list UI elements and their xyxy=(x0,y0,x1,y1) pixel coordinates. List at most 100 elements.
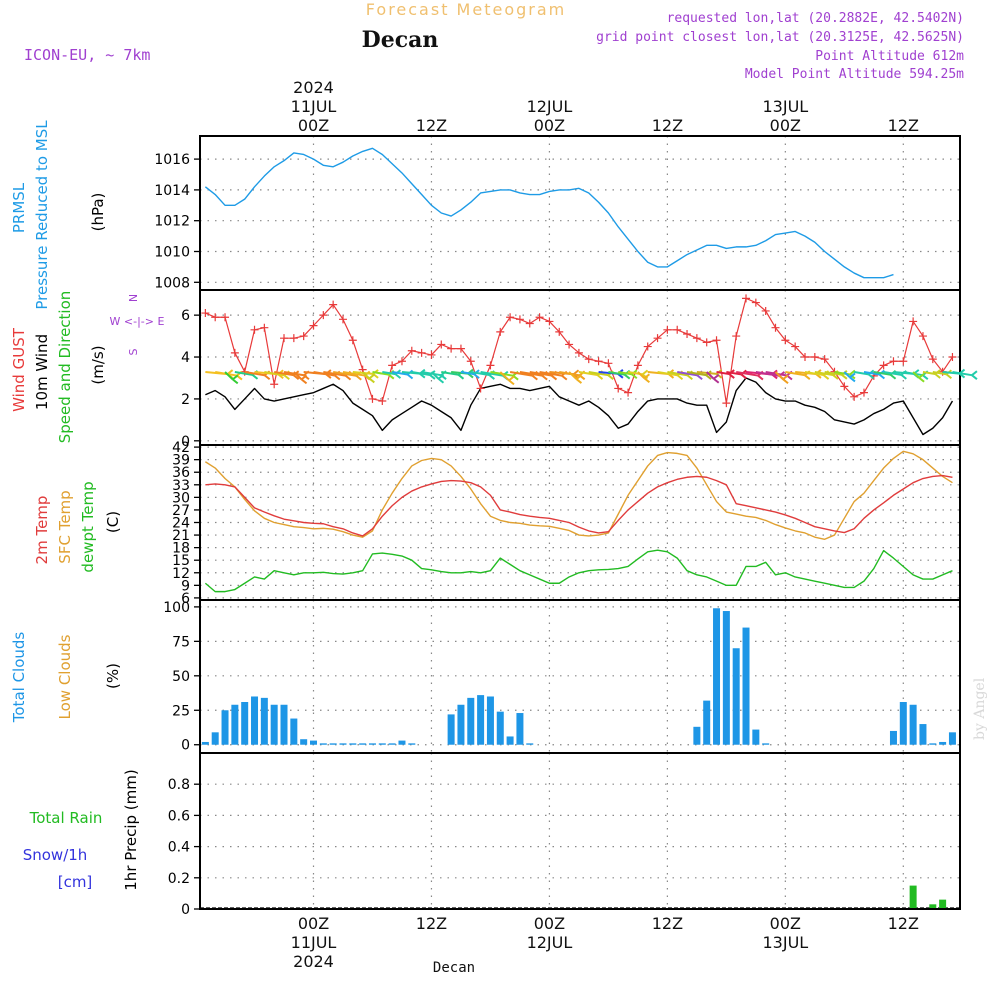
gust-marker xyxy=(260,323,269,332)
cloud-bars xyxy=(201,608,956,745)
gust-marker xyxy=(683,329,692,338)
gust-marker xyxy=(201,309,210,318)
y-tick-label: 0 xyxy=(181,738,190,754)
y-tick-label: 30 xyxy=(172,490,190,506)
wind-arrow-shaft xyxy=(313,371,335,377)
gust-marker xyxy=(643,342,652,351)
sfc-temp-line xyxy=(204,450,953,540)
wind-arrow-shaft xyxy=(922,371,936,375)
y-tick-label: 6 xyxy=(181,591,190,607)
wind-arrow-shaft xyxy=(843,371,851,379)
rain-bar xyxy=(929,904,937,908)
gust-marker xyxy=(506,313,515,322)
gust-marker xyxy=(515,315,524,324)
y-tick-label: 18 xyxy=(172,541,190,557)
time-label-bottom: 00Z xyxy=(298,914,329,933)
cloud-bar xyxy=(889,730,897,745)
cloud-bar xyxy=(762,743,770,745)
gust-marker xyxy=(594,357,603,366)
time-label-top: 11JUL xyxy=(291,97,337,116)
wind-arrow-shaft xyxy=(814,371,834,376)
pressure-unit: (hPa) xyxy=(89,193,107,232)
wind-arrow-shaft xyxy=(430,371,440,380)
gust-marker xyxy=(407,346,416,355)
cloud-bar xyxy=(310,740,317,745)
cloud-bar xyxy=(251,696,259,745)
gust-marker xyxy=(574,348,583,357)
time-label-bottom: 00Z xyxy=(770,914,801,933)
wind-arrow-shaft xyxy=(274,371,294,377)
rain-label: Total Rain xyxy=(29,809,103,827)
cloud-bar xyxy=(290,718,298,745)
time-label-bottom: 00Z xyxy=(534,914,565,933)
gust-marker xyxy=(722,399,731,408)
wind-arrow-shaft xyxy=(873,371,891,376)
wind-arrow-head xyxy=(232,374,239,385)
gust-marker xyxy=(368,394,377,403)
y-tick-label: 1008 xyxy=(154,275,190,291)
wind-arrow-shaft xyxy=(480,371,503,377)
compass-south: S xyxy=(127,348,140,355)
y-tick-label: 2 xyxy=(181,392,190,408)
wind-arrow-head xyxy=(971,370,978,380)
wind-arrow-shaft xyxy=(382,371,396,376)
cloud-bar xyxy=(506,736,514,745)
gust-marker xyxy=(761,306,770,315)
gust-marker xyxy=(801,353,809,362)
gust-marker xyxy=(486,361,495,370)
y-tick-label: 0 xyxy=(181,434,190,450)
cloud-bar xyxy=(329,743,337,745)
temp-unit: (C) xyxy=(104,511,122,533)
wind-arrow xyxy=(843,371,856,383)
wind-arrow-shaft xyxy=(460,371,475,376)
panel-precip: 0 0.2 0.4 0.6 0.8 xyxy=(168,752,961,918)
gridpoint-coords: grid point closest lon,lat (20.3125E, 42… xyxy=(596,30,964,45)
wind-arrow xyxy=(430,371,445,384)
wind-arrow-shaft xyxy=(509,371,533,377)
cloud-bar xyxy=(398,740,406,745)
cloud-bar xyxy=(526,743,534,745)
gust-marker xyxy=(466,357,475,366)
wind-arrow xyxy=(912,371,925,383)
cloud-bar xyxy=(300,739,308,745)
wind-arrow-shaft xyxy=(932,371,947,376)
cloud-bar xyxy=(939,741,947,745)
wind-arrow-shaft xyxy=(244,371,265,377)
temp-sfc-label: SFC Temp xyxy=(56,490,74,563)
wind-arrow-shaft xyxy=(677,371,698,377)
cloud-bar xyxy=(516,713,524,745)
gust-marker xyxy=(781,336,790,345)
location-title: Decan xyxy=(362,27,439,53)
wind-arrow xyxy=(706,371,720,384)
gust-marker xyxy=(899,357,908,366)
wind-arrow-shaft xyxy=(293,371,303,381)
cloud-bar xyxy=(368,743,376,745)
y-tick-label: 36 xyxy=(172,465,190,481)
model-altitude: Model Point Altitude 594.25m xyxy=(745,67,964,82)
wind-arrow xyxy=(774,371,789,385)
y-tick-label: 12 xyxy=(172,566,190,582)
time-label-bottom: 2024 xyxy=(293,952,334,971)
wind-arrow-shaft xyxy=(804,371,824,377)
y-tick-label: 9 xyxy=(181,578,190,594)
gust-marker xyxy=(270,380,279,389)
gust-marker xyxy=(250,325,259,334)
wind-arrow xyxy=(952,370,978,380)
wind-arrow-shaft xyxy=(863,371,880,376)
cloud-bar xyxy=(221,710,229,745)
cloud-bar xyxy=(231,704,239,745)
wind-arrow-shaft xyxy=(264,371,285,377)
cloud-bar xyxy=(408,743,416,745)
gust-marker xyxy=(319,311,328,320)
wind-arrow-shaft xyxy=(411,371,431,376)
t2m-line xyxy=(205,474,953,537)
gust-marker xyxy=(525,319,534,328)
y-tick-label: 75 xyxy=(172,634,190,650)
wind-arrow-shaft xyxy=(323,371,346,377)
gust-marker xyxy=(653,334,662,343)
gust-marker xyxy=(417,348,426,357)
wind-arrow xyxy=(293,371,308,385)
y-tick-label: 0.4 xyxy=(168,840,190,856)
gust-marker xyxy=(447,344,456,353)
wind-arrow-shaft xyxy=(342,371,365,377)
